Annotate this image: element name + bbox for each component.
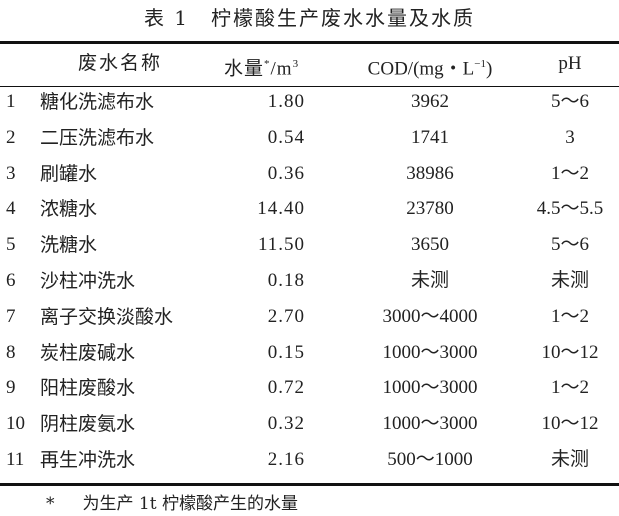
row-volume: 2.70 <box>267 305 305 327</box>
row-name: 刷罐水 <box>40 162 98 185</box>
row-cod: 3962 <box>411 91 449 112</box>
row-volume: 1.80 <box>267 91 305 112</box>
row-ph: 10～12 <box>541 413 599 435</box>
table-row: 8 炭柱废碱水 0.15 1000～3000 10～12 <box>0 336 619 370</box>
footnote-text: 为生产 1t 柠檬酸产生的水量 <box>82 494 298 514</box>
row-cod: 38986 <box>406 162 454 184</box>
row-cod: 1741 <box>411 126 449 148</box>
row-name: 炭柱废碱水 <box>40 341 136 364</box>
table-row: 3 刷罐水 0.36 38986 1～2 <box>0 157 619 191</box>
footnote: * 为生产 1t 柠檬酸产生的水量 <box>46 489 326 514</box>
table-row: 9 阳柱废酸水 0.72 1000～3000 1～2 <box>0 371 619 405</box>
row-number: 5 <box>6 234 16 256</box>
row-cod: 3650 <box>411 234 449 256</box>
row-ph: 1～2 <box>550 305 589 327</box>
row-volume: 0.36 <box>267 162 305 184</box>
row-number: 7 <box>6 305 16 327</box>
row-number: 2 <box>6 126 16 148</box>
row-ph: 1～2 <box>550 377 589 399</box>
table-row: 11 再生冲洗水 2.16 500～1000 未测 <box>0 443 619 477</box>
row-ph: 未测 <box>550 270 589 291</box>
row-ph: 1～2 <box>550 162 589 184</box>
row-ph: 未测 <box>550 449 589 470</box>
row-cod: 未测 <box>410 270 449 291</box>
row-volume: 0.15 <box>267 341 305 363</box>
header-rule <box>0 86 619 87</box>
table-row: 1 糖化洗滤布水 1.80 3962 5～6 <box>0 85 619 119</box>
row-number: 11 <box>6 449 25 470</box>
row-number: 1 <box>6 91 16 112</box>
row-number: 4 <box>6 198 16 220</box>
header-cod: COD/(mg・L−1) <box>367 58 493 80</box>
row-cod: 3000～4000 <box>382 305 478 327</box>
row-name: 浓糖水 <box>40 198 98 221</box>
bottom-rule <box>0 483 619 486</box>
row-cod: 1000～3000 <box>382 341 478 363</box>
row-ph: 3 <box>565 126 575 148</box>
row-volume: 2.16 <box>267 449 305 470</box>
row-name: 离子交换淡酸水 <box>40 305 174 328</box>
row-cod: 1000～3000 <box>382 377 478 399</box>
row-name: 糖化洗滤布水 <box>40 91 155 113</box>
top-rule <box>0 41 619 44</box>
row-number: 3 <box>6 162 16 184</box>
table-row: 2 二压洗滤布水 0.54 1741 3 <box>0 121 619 155</box>
row-cod: 1000～3000 <box>382 413 478 435</box>
row-volume: 0.72 <box>267 377 305 399</box>
row-volume: 0.18 <box>267 270 305 291</box>
row-ph: 4.5～5.5 <box>536 198 604 220</box>
row-number: 9 <box>6 377 16 399</box>
row-cod: 500～1000 <box>387 449 473 470</box>
row-volume: 11.50 <box>257 234 305 256</box>
table-row: 6 沙柱冲洗水 0.18 未测 未测 <box>0 264 619 298</box>
row-name: 洗糖水 <box>40 234 98 257</box>
row-cod: 23780 <box>406 198 454 220</box>
table-row: 7 离子交换淡酸水 2.70 3000～4000 1～2 <box>0 300 619 334</box>
table-row: 10 阴柱废氨水 0.32 1000～3000 10～12 <box>0 407 619 441</box>
row-number: 10 <box>6 413 25 435</box>
header-name: 废水名称 <box>78 53 163 74</box>
footnote-mark: * <box>46 494 55 514</box>
row-volume: 0.32 <box>267 413 305 435</box>
row-volume: 14.40 <box>257 198 305 220</box>
row-ph: 5～6 <box>550 91 589 112</box>
row-number: 8 <box>6 341 16 363</box>
row-name: 再生冲洗水 <box>40 449 136 471</box>
row-name: 阴柱废氨水 <box>40 413 136 436</box>
row-ph: 5～6 <box>550 234 589 256</box>
row-volume: 0.54 <box>267 126 305 148</box>
table-row: 5 洗糖水 11.50 3650 5～6 <box>0 228 619 262</box>
row-name: 沙柱冲洗水 <box>40 270 136 292</box>
row-name: 阳柱废酸水 <box>40 377 136 400</box>
table-row: 4 浓糖水 14.40 23780 4.5～5.5 <box>0 192 619 226</box>
row-ph: 10～12 <box>541 341 599 363</box>
table-header: 废水名称 水量*/m3 COD/(mg・L−1) pH <box>0 47 619 81</box>
table-title: 表 1 柠檬酸生产废水水量及水质 <box>143 6 476 30</box>
header-volume: 水量*/m3 <box>224 58 300 80</box>
row-number: 6 <box>6 270 16 291</box>
header-ph: pH <box>558 53 582 74</box>
row-name: 二压洗滤布水 <box>40 126 155 149</box>
